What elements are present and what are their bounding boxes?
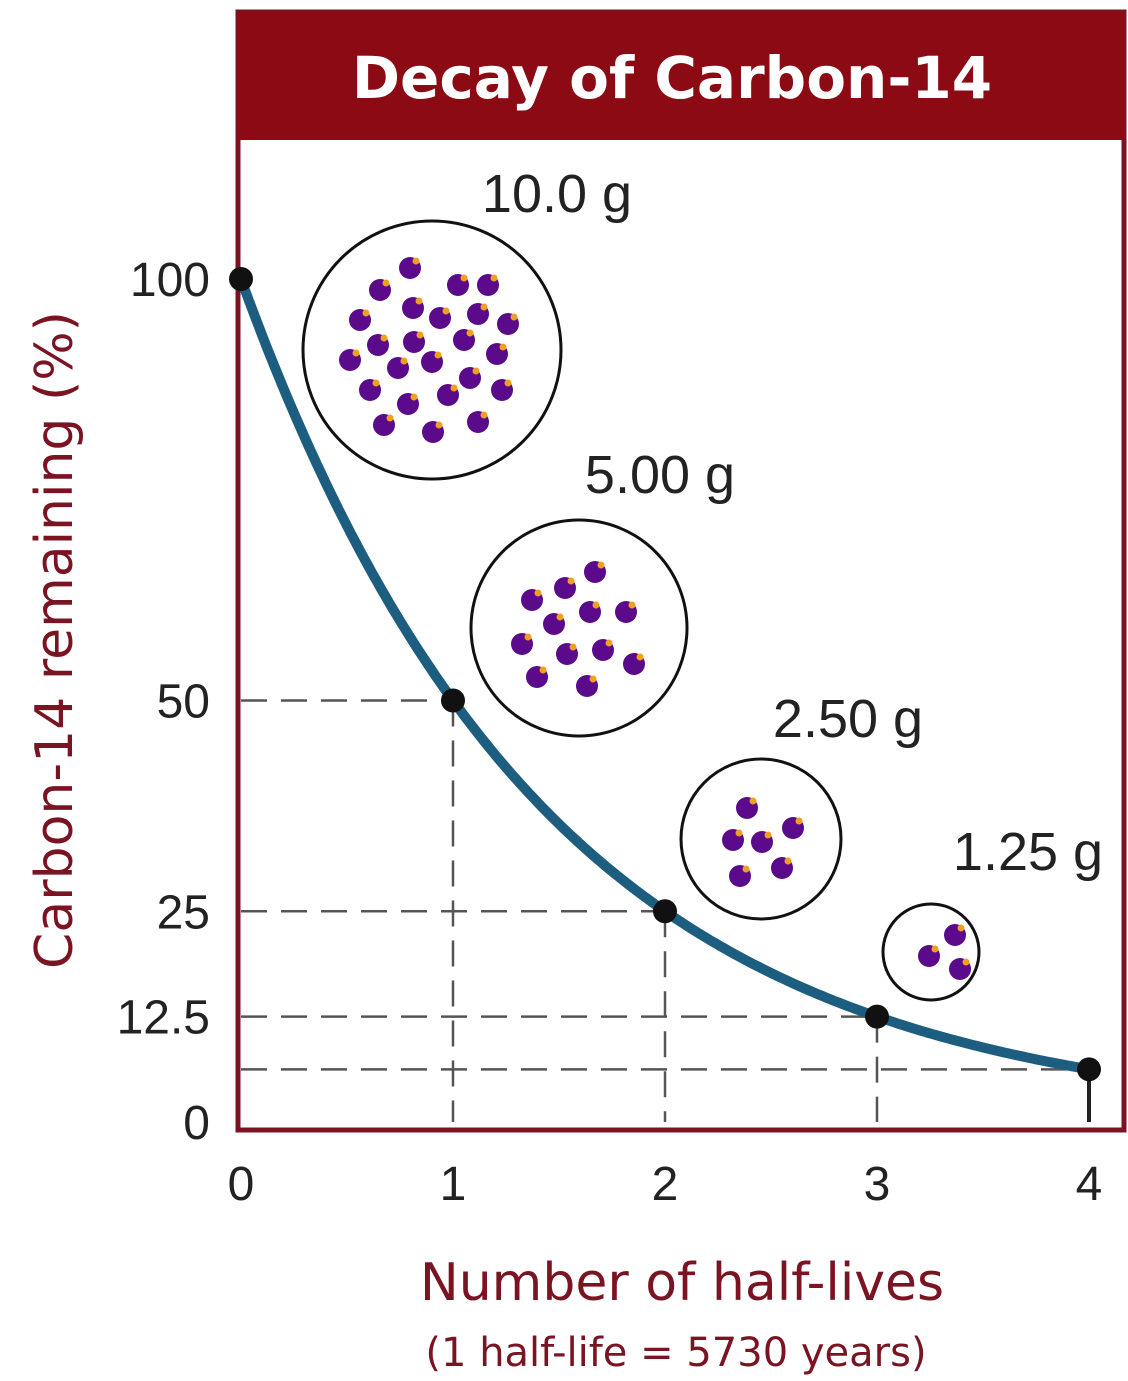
atom-highlight [472, 367, 480, 375]
y-tick-label: 0 [183, 1097, 210, 1150]
y-tick-label: 12.5 [117, 992, 210, 1045]
sample-group: 1.25 g [881, 822, 1103, 1002]
atom-highlight [636, 653, 644, 661]
atom-highlight [962, 958, 970, 966]
atom-highlight [362, 309, 370, 317]
y-tick-label: 100 [130, 254, 210, 307]
atom-highlight [460, 274, 468, 282]
data-point [229, 267, 253, 291]
data-point [1077, 1057, 1101, 1082]
atom-highlight [524, 633, 532, 641]
atom-highlight [592, 601, 600, 609]
atom-highlight [410, 393, 418, 401]
title-bar [238, 12, 1124, 140]
atom-highlight [386, 414, 394, 422]
x-tick-label: 1 [440, 1158, 467, 1211]
atom-highlight [400, 357, 408, 365]
atom-highlight [499, 343, 507, 351]
sample-group: 5.00 g [469, 445, 735, 738]
x-tick-label: 4 [1076, 1158, 1103, 1211]
atom-highlight [589, 675, 597, 683]
y-tick-label: 25 [157, 886, 210, 939]
x-axis-ticks: 0 1 2 3 4 [228, 1158, 1103, 1211]
atom-highlight [534, 589, 542, 597]
atom-highlight [450, 384, 458, 392]
atom-highlight [569, 643, 577, 651]
atom-highlight [597, 561, 605, 569]
atom-highlight [490, 274, 498, 282]
sample-mass-label: 1.25 g [953, 822, 1103, 882]
sample-group: 2.50 g [679, 689, 923, 921]
sample-circle [469, 518, 689, 738]
atom-highlight [735, 829, 743, 837]
atom-highlight [556, 613, 564, 621]
atom-highlight [764, 831, 772, 839]
x-axis-note: (1 half-life = 5730 years) [425, 1330, 926, 1376]
atom-highlight [412, 257, 420, 265]
sample-circles: 10.0 g 5.00 g 2.50 g 1.25 g [301, 164, 1103, 1002]
atom-highlight [435, 421, 443, 429]
x-tick-label: 2 [652, 1158, 679, 1211]
data-point [865, 1004, 889, 1029]
data-points [229, 267, 1101, 1082]
sample-mass-label: 2.50 g [773, 689, 923, 749]
atom-highlight [416, 331, 424, 339]
x-tick-label: 0 [228, 1158, 255, 1211]
atom-highlight [415, 297, 423, 305]
atom-highlight [466, 329, 474, 337]
atom-highlight [380, 334, 388, 342]
atom-highlight [784, 857, 792, 865]
atom-highlight [480, 303, 488, 311]
sample-group: 10.0 g [301, 164, 632, 481]
atom-highlight [372, 379, 380, 387]
atom-highlight [539, 666, 547, 674]
atom-highlight [382, 279, 390, 287]
atom-highlight [480, 411, 488, 419]
data-point [441, 688, 465, 713]
atom-highlight [749, 797, 757, 805]
atom-highlight [742, 865, 750, 873]
y-axis-ticks: 100 50 25 12.5 0 [117, 254, 210, 1150]
atom-highlight [605, 639, 613, 647]
x-tick-label: 3 [864, 1158, 891, 1211]
atom-highlight [957, 924, 965, 932]
atom-highlight [504, 379, 512, 387]
atom-highlight [510, 313, 518, 321]
atom-highlight [567, 577, 575, 585]
data-point [653, 899, 677, 924]
x-axis-title: Number of half-lives [420, 1253, 944, 1313]
atom-highlight [931, 945, 939, 953]
atom-highlight [795, 817, 803, 825]
y-tick-label: 50 [157, 676, 210, 729]
y-axis-title: Carbon-14 remaining (%) [25, 311, 85, 969]
chart-title: Decay of Carbon-14 [352, 44, 992, 112]
atom-highlight [434, 351, 442, 359]
atom-highlight [352, 349, 360, 357]
sample-mass-label: 10.0 g [482, 164, 632, 224]
atom-highlight [628, 601, 636, 609]
atom-highlight [442, 307, 450, 315]
sample-mass-label: 5.00 g [585, 445, 735, 505]
